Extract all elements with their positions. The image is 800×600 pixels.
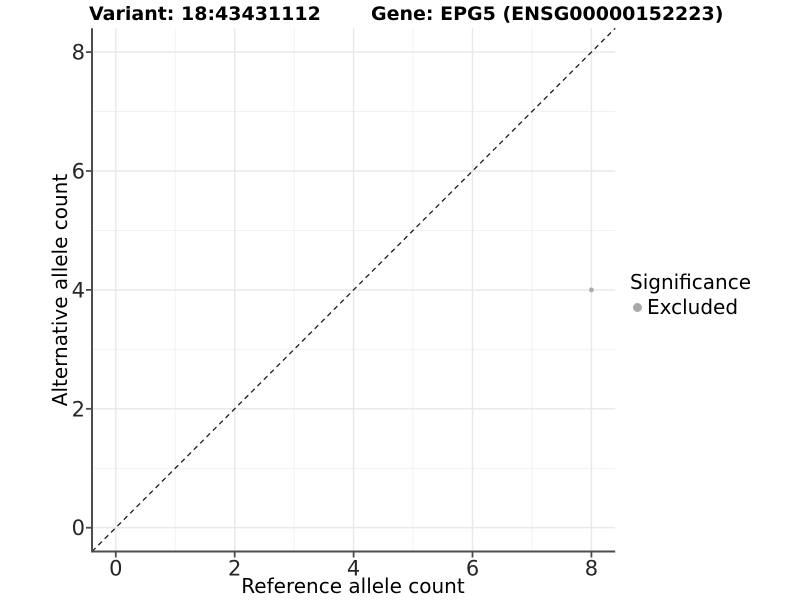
identity-line	[91, 27, 616, 552]
data-point	[589, 287, 594, 293]
x-tick-label: 0	[109, 557, 122, 581]
gene-title: Gene: EPG5 (ENSG00000152223)	[371, 3, 724, 25]
y-tick-label: 4	[72, 278, 85, 302]
x-tick-label: 8	[585, 557, 598, 581]
y-tick-label: 6	[72, 159, 85, 183]
excluded-point-icon	[633, 302, 642, 312]
legend-title: Significance	[630, 270, 752, 294]
x-tick-label: 6	[466, 557, 479, 581]
x-axis-title: Reference allele count	[241, 574, 465, 598]
y-tick-label: 2	[72, 397, 85, 421]
x-tick-label: 2	[228, 557, 241, 581]
y-axis-title: Alternative allele count	[48, 173, 72, 407]
x-tick-label: 4	[347, 557, 360, 581]
legend: Significance Excluded	[630, 271, 751, 318]
legend-item-excluded: Excluded	[633, 296, 751, 318]
y-tick-label: 0	[72, 516, 85, 540]
y-tick-label: 8	[72, 41, 85, 65]
legend-item-label: Excluded	[647, 295, 739, 319]
variant-title: Variant: 18:43431112	[89, 3, 321, 25]
